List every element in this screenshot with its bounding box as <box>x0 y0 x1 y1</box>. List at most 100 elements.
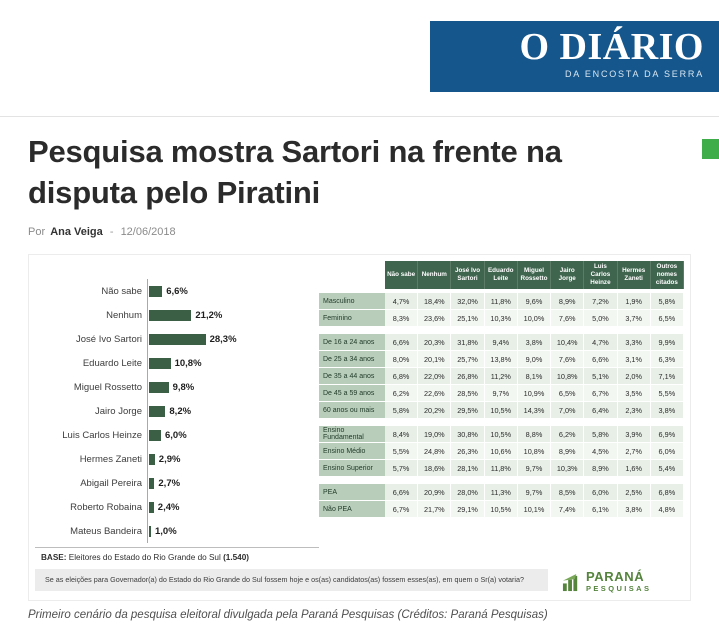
bar-value-label: 28,3% <box>209 333 237 345</box>
table-row: Masculino 4,7% 18,4% 32,0% 11,8% 9,6% 8,9% 7,2%… <box>319 293 684 311</box>
table-row-label: Feminino <box>319 310 385 328</box>
table-cell: 3,8% <box>517 334 552 352</box>
table-cell: 25,1% <box>451 310 485 328</box>
table-cell: 11,8% <box>484 293 518 311</box>
side-action-button[interactable] <box>702 139 719 159</box>
base-count: (1.540) <box>223 553 250 563</box>
bar-chart-icon <box>562 573 578 591</box>
bar-value-label: 10,8% <box>174 357 202 369</box>
author-link[interactable]: Ana Veiga <box>50 226 103 239</box>
table-cell: 5,8% <box>385 402 419 420</box>
table-cell: 7,2% <box>584 293 618 311</box>
table-cell: 29,1% <box>451 501 485 519</box>
table-cell: 6,1% <box>584 501 618 519</box>
table-cell: 10,3% <box>484 310 518 328</box>
table-cell: 13,8% <box>484 351 518 369</box>
brand-name-line1: PARANÁ <box>586 569 645 585</box>
table-cell: 6,0% <box>584 484 618 502</box>
bar-track: 8,2% <box>147 399 319 424</box>
bar-category-label: Hermes Zaneti <box>79 453 142 465</box>
table-cell: 5,5% <box>385 443 419 461</box>
table-cell: 10,3% <box>551 460 585 478</box>
table-cell: 6,6% <box>385 334 419 352</box>
table-row: 60 anos ou mais 5,8% 20,2% 29,5% 10,5% 14,3% 7… <box>319 402 684 420</box>
base-label: BASE: <box>41 553 67 563</box>
bar-track: 28,3% <box>147 327 319 352</box>
table-cell: 3,8% <box>617 501 651 519</box>
table-cell: 7,0% <box>551 402 585 420</box>
bar-value-label: 21,2% <box>195 309 223 321</box>
article-title-line2: disputa pelo Piratini <box>28 175 321 211</box>
table-cell: 5,4% <box>650 460 684 478</box>
table-cell: 2,0% <box>617 368 651 386</box>
bar-track: 9,8% <box>147 375 319 400</box>
bar-row: Roberto Robaina 2,4% <box>35 495 319 520</box>
table-cell: 18,4% <box>418 293 452 311</box>
table-cell: 8,4% <box>385 426 419 444</box>
byline-separator: - <box>109 226 114 239</box>
bar <box>149 501 154 513</box>
bar <box>149 453 155 465</box>
bar-row: Mateus Bandeira 1,0% <box>35 519 319 544</box>
site-logo[interactable]: O DIÁRIO DA ENCOSTA DA SERRA <box>430 21 719 92</box>
table-row: De 16 a 24 anos 6,6% 20,3% 31,8% 9,4% 3,8% 10,… <box>319 334 684 352</box>
table-row-group: Ensino Fundamental 8,4% 19,0% 30,8% 10,5% 8,8… <box>319 426 684 478</box>
table-cell: 9,4% <box>484 334 518 352</box>
table-cell: 10,4% <box>551 334 585 352</box>
table-cell: 6,2% <box>551 426 585 444</box>
table-row: Ensino Fundamental 8,4% 19,0% 30,8% 10,5% 8,8… <box>319 426 684 444</box>
bar <box>149 429 161 441</box>
table-cell: 32,0% <box>451 293 485 311</box>
table-row-label: PEA <box>319 484 385 502</box>
table-cell: 11,8% <box>484 460 518 478</box>
table-column-header: José Ivo Sartori <box>451 261 485 290</box>
table-cell: 6,9% <box>650 426 684 444</box>
bar-value-label: 2,4% <box>157 501 180 513</box>
table-cell: 6,7% <box>385 501 419 519</box>
table-cell: 8,9% <box>551 443 585 461</box>
table-column-header: Eduardo Leite <box>484 261 518 290</box>
infographic-footer: Se as eleições para Governador(a) do Est… <box>35 569 684 594</box>
table-cell: 20,9% <box>418 484 452 502</box>
table-cell: 18,6% <box>418 460 452 478</box>
table-cell: 11,3% <box>484 484 518 502</box>
site-logo-title: O DIÁRIO <box>519 26 704 68</box>
base-note: BASE: Eleitores do Estado do Rio Grande … <box>35 553 684 562</box>
table-header-row: Não sabe Nenhum José Ivo Sartori Eduardo Le… <box>319 261 684 290</box>
table-cell: 26,8% <box>451 368 485 386</box>
bar-category-label: Abigail Pereira <box>80 477 142 489</box>
table-column-header: Não sabe <box>385 261 419 290</box>
table-cell: 6,6% <box>584 351 618 369</box>
table-column-header: Jairo Jorge <box>551 261 585 290</box>
table-row: Ensino Superior 5,7% 18,6% 28,1% 11,8% 9,7% 10… <box>319 460 684 478</box>
table-cell: 22,6% <box>418 385 452 403</box>
bar-category-label: Eduardo Leite <box>82 357 142 369</box>
table-cell: 23,6% <box>418 310 452 328</box>
table-row: De 35 a 44 anos 6,8% 22,0% 26,8% 11,2% 8,1% 10… <box>319 368 684 386</box>
bar-category-label: Jairo Jorge <box>95 405 142 417</box>
parana-pesquisas-logo: PARANÁ PESQUISAS <box>562 569 684 594</box>
table-cell: 3,1% <box>617 351 651 369</box>
bar-category-label: Não sabe <box>101 285 142 297</box>
table-cell: 5,5% <box>650 385 684 403</box>
table-cell: 5,7% <box>385 460 419 478</box>
table-cell: 25,7% <box>451 351 485 369</box>
table-cell: 4,5% <box>584 443 618 461</box>
table-cell: 2,7% <box>617 443 651 461</box>
table-cell: 4,8% <box>650 501 684 519</box>
bar-chart: Não sabe 6,6% Nenhum 21,2% José Ivo Sartori 2… <box>35 259 319 549</box>
bar-row: Abigail Pereira 2,7% <box>35 471 319 496</box>
table-cell: 19,0% <box>418 426 452 444</box>
table-cell: 3,5% <box>617 385 651 403</box>
site-header: O DIÁRIO DA ENCOSTA DA SERRA <box>0 0 719 117</box>
bar-row: Miguel Rossetto 9,8% <box>35 375 319 400</box>
table-cell: 2,3% <box>617 402 651 420</box>
table-row-label: De 45 a 59 anos <box>319 385 385 403</box>
bar-row: Luis Carlos Heinze 6,0% <box>35 423 319 448</box>
table-row-label: Masculino <box>319 293 385 311</box>
survey-question: Se as eleições para Governador(a) do Est… <box>35 569 548 592</box>
bar-track: 21,2% <box>147 303 319 328</box>
table-cell: 10,5% <box>484 426 518 444</box>
bar-value-label: 1,0% <box>155 525 177 537</box>
table-cell: 29,5% <box>451 402 485 420</box>
